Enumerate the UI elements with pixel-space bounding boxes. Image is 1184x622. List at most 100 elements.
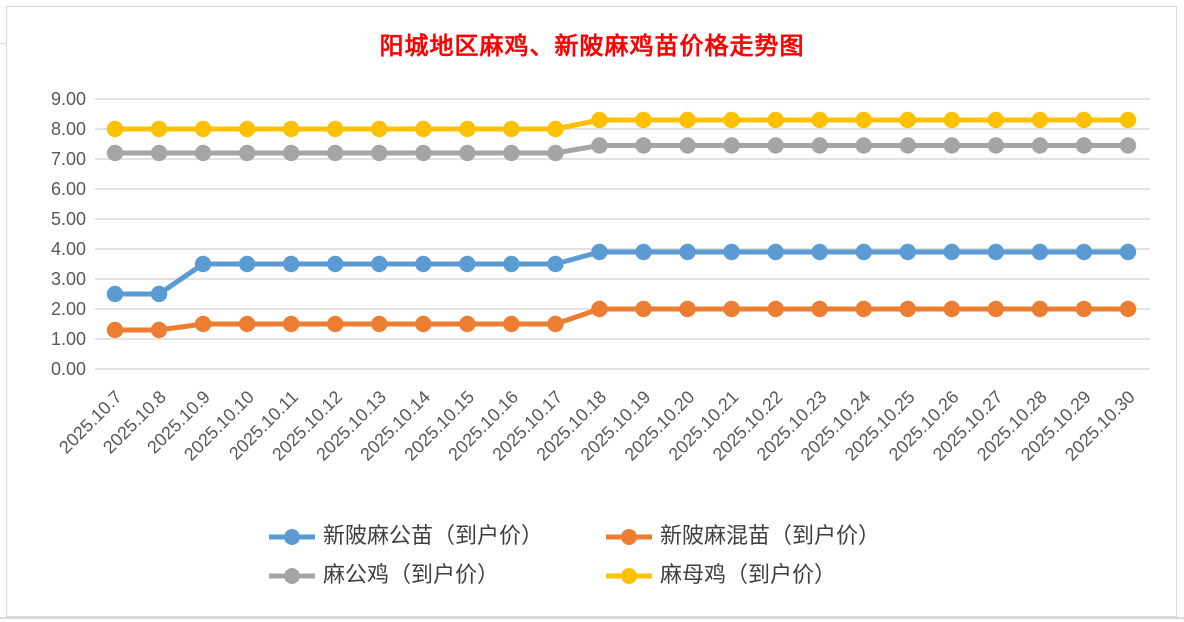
data-point-marker (723, 137, 740, 154)
data-point-marker (459, 120, 476, 138)
data-point-marker (767, 300, 784, 318)
data-point-marker (106, 144, 124, 162)
legend-label: 新陂麻公苗（到户价） (323, 524, 544, 549)
data-point-marker (503, 144, 520, 162)
spreadsheet-gridline-bottom (0, 617, 1184, 619)
data-point-marker (238, 315, 256, 333)
data-point-marker (1075, 300, 1093, 318)
legend-line-marker-icon (606, 529, 652, 545)
data-point-marker (282, 144, 300, 162)
data-point-marker (459, 315, 476, 333)
data-point-marker (767, 243, 784, 261)
data-point-marker (327, 315, 344, 333)
data-point-marker (371, 255, 388, 273)
data-point-marker (282, 120, 300, 138)
data-point-marker (238, 255, 256, 273)
y-axis-tick-label: 5.00 (51, 209, 86, 229)
data-point-marker (899, 111, 916, 129)
data-point-marker (106, 120, 124, 138)
data-point-marker (943, 137, 961, 154)
series-line-2 (115, 143, 1128, 156)
data-point-marker (415, 144, 432, 162)
data-point-marker (150, 120, 168, 138)
y-axis-tick-label: 0.00 (51, 359, 86, 379)
data-point-marker (855, 243, 872, 261)
data-point-marker (547, 255, 564, 273)
data-point-marker (459, 255, 476, 273)
series-line-0 (115, 249, 1128, 297)
data-point-marker (943, 111, 961, 129)
data-point-marker (503, 255, 520, 273)
data-point-marker (194, 255, 212, 273)
data-point-marker (371, 315, 388, 333)
y-axis-tick-label: 4.00 (51, 239, 86, 259)
data-point-marker (1075, 243, 1093, 261)
data-point-marker (591, 111, 608, 129)
data-point-marker (106, 285, 124, 303)
data-point-marker (679, 243, 696, 261)
data-point-marker (150, 321, 168, 339)
data-point-marker (1119, 300, 1137, 318)
data-point-marker (811, 243, 828, 261)
data-point-marker (811, 111, 828, 129)
data-point-marker (811, 137, 828, 154)
legend-line-marker-icon (269, 529, 315, 545)
data-point-marker (1119, 243, 1137, 261)
data-point-marker (591, 137, 608, 154)
y-axis-tick-label: 2.00 (51, 299, 86, 319)
data-point-marker (238, 144, 256, 162)
data-point-marker (723, 300, 740, 318)
data-point-marker (282, 315, 300, 333)
chart-legend: 新陂麻公苗（到户价） 新陂麻混苗（到户价） 麻公鸡（到户价） 麻母鸡（到户价） (268, 522, 880, 591)
legend-label: 麻公鸡（到户价） (323, 563, 500, 588)
data-point-marker (943, 300, 961, 318)
data-point-marker (943, 243, 961, 261)
data-point-marker (591, 243, 608, 261)
data-point-marker (150, 285, 168, 303)
data-point-marker (503, 120, 520, 138)
data-point-marker (723, 111, 740, 129)
data-point-marker (591, 300, 608, 318)
data-point-marker (194, 120, 212, 138)
data-point-marker (635, 137, 652, 154)
data-point-marker (1031, 111, 1049, 129)
data-point-marker (679, 300, 696, 318)
data-point-marker (723, 243, 740, 261)
legend-item-1: 新陂麻混苗（到户价） (605, 522, 880, 552)
legend-label: 麻母鸡（到户价） (660, 563, 837, 588)
data-point-marker (415, 255, 432, 273)
data-point-marker (1031, 137, 1049, 154)
legend-line-marker-icon (269, 568, 315, 584)
data-point-marker (855, 300, 872, 318)
data-point-marker (811, 300, 828, 318)
data-point-marker (987, 300, 1005, 318)
chart-title: 阳城地区麻鸡、新陂麻鸡苗价格走势图 (379, 31, 805, 60)
data-point-marker (459, 144, 476, 162)
y-axis-tick-label: 9.00 (51, 89, 86, 109)
y-axis-tick-label: 6.00 (51, 179, 86, 199)
legend-label: 新陂麻混苗（到户价） (660, 524, 881, 549)
data-point-marker (1031, 243, 1049, 261)
data-point-marker (987, 243, 1005, 261)
spreadsheet-gridline-stub (0, 43, 7, 44)
data-point-marker (415, 120, 432, 138)
legend-item-0: 新陂麻公苗（到户价） (268, 522, 605, 552)
series-line-3 (115, 117, 1128, 132)
data-point-marker (150, 144, 168, 162)
data-point-marker (899, 243, 916, 261)
data-point-marker (194, 315, 212, 333)
data-point-marker (503, 315, 520, 333)
data-point-marker (899, 137, 916, 154)
y-axis-tick-label: 3.00 (51, 269, 86, 289)
data-point-marker (1119, 137, 1137, 154)
data-point-marker (767, 111, 784, 129)
series-line-1 (115, 306, 1128, 333)
data-point-marker (635, 300, 652, 318)
data-point-marker (327, 255, 344, 273)
data-point-marker (106, 321, 124, 339)
data-point-marker (855, 137, 872, 154)
data-point-marker (767, 137, 784, 154)
data-point-marker (327, 120, 344, 138)
